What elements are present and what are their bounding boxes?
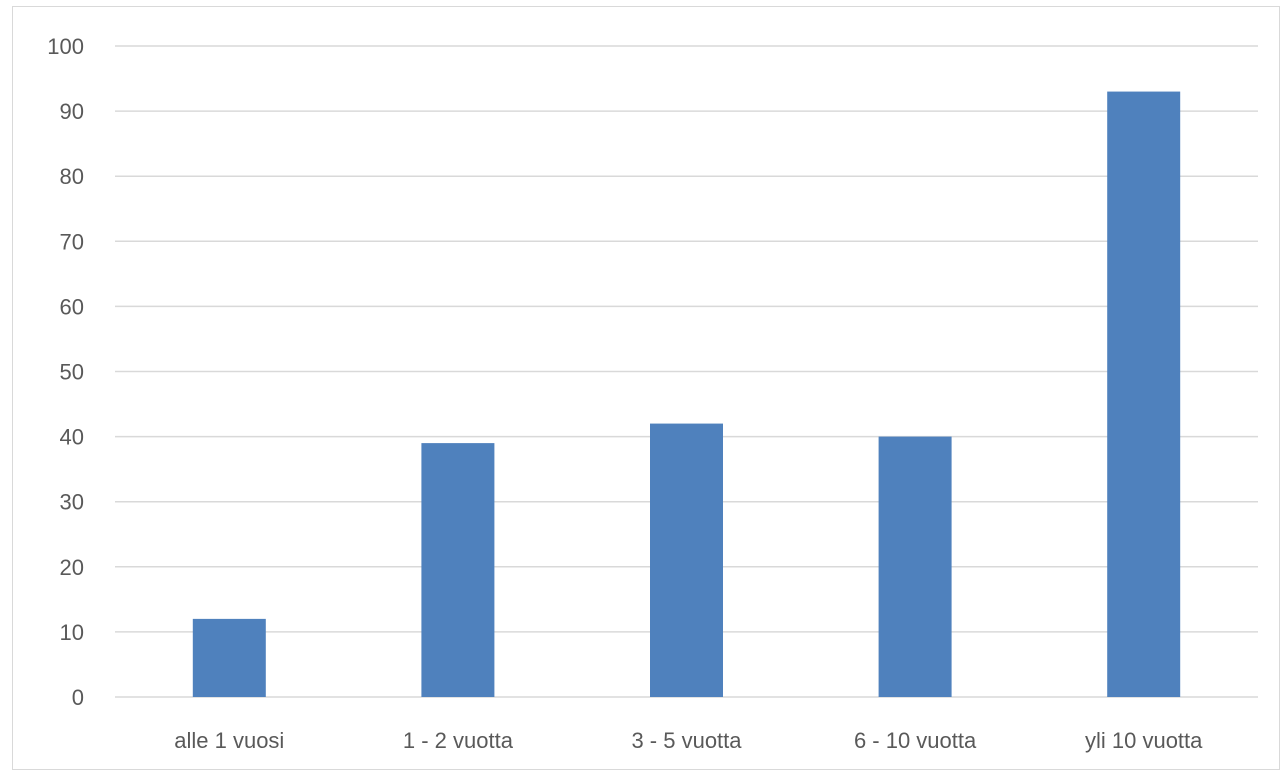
gridlines [115, 45, 1258, 698]
bar-5 [1107, 91, 1181, 697]
bars [192, 91, 1181, 697]
x-category-label: 3 - 5 vuotta [631, 728, 742, 753]
y-tick-label: 30 [60, 490, 84, 515]
bar-2 [421, 443, 495, 697]
y-tick-label: 90 [60, 99, 84, 124]
y-axis-tick-labels: 0 10 20 30 40 50 60 70 80 90 100 [47, 34, 84, 710]
x-axis-category-labels: alle 1 vuosi 1 - 2 vuotta 3 - 5 vuotta 6 - … [174, 728, 1203, 753]
y-tick-label: 40 [60, 425, 84, 450]
x-category-label: alle 1 vuosi [174, 728, 284, 753]
x-category-label: 6 - 10 vuotta [854, 728, 977, 753]
bar-1 [192, 618, 266, 697]
y-tick-label: 80 [60, 164, 84, 189]
y-tick-label: 70 [60, 229, 84, 254]
x-category-label: yli 10 vuotta [1085, 728, 1203, 753]
y-tick-label: 0 [72, 685, 84, 710]
y-tick-label: 60 [60, 294, 84, 319]
y-tick-label: 100 [47, 34, 84, 59]
y-tick-label: 10 [60, 620, 84, 645]
x-category-label: 1 - 2 vuotta [403, 728, 514, 753]
bar-4 [878, 436, 952, 697]
bar-3 [650, 423, 723, 697]
y-tick-label: 20 [60, 555, 84, 580]
y-tick-label: 50 [60, 360, 84, 385]
